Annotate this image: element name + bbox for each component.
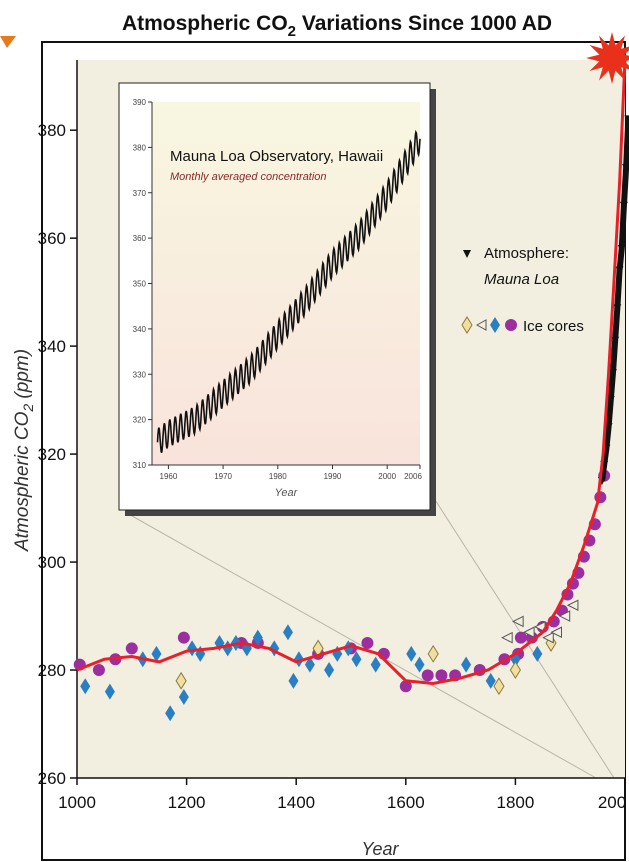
ice-core-blue-diamond-point [252, 629, 263, 646]
y-tick-label: 380 [38, 121, 66, 140]
legend-diamond-yellow [461, 316, 473, 334]
ice-core-triangle-point [558, 610, 571, 622]
ice-core-yellow-diamond-point [509, 661, 521, 679]
inset-y-tick-label: 370 [133, 189, 147, 198]
inset-y-tick-label: 380 [133, 143, 147, 152]
inset-co2-line [156, 129, 421, 453]
inset-x-tick-label: 1990 [324, 472, 342, 481]
smooth-fit-line [76, 59, 627, 686]
corner-arrow-icon [0, 36, 16, 48]
x-tick-label: 1400 [277, 793, 315, 812]
legend-atmosphere-label: Atmosphere: [484, 245, 569, 262]
y-tick-label: 320 [38, 445, 66, 464]
inset-chart: 310 320 330 340 350 360 370 380 390 1960 1970 1980 1… [118, 82, 436, 516]
ice-core-triangle-point [542, 631, 554, 644]
inset-subtitle: Monthly averaged concentration [170, 171, 327, 183]
y-axis-subscript: 2 [20, 404, 36, 413]
ice-core-yellow-diamond-point [493, 677, 505, 696]
inset-title: Mauna Loa Observatory, Hawaii [170, 148, 383, 165]
legend: Atmosphere: Mauna Loa Ice cores [461, 245, 584, 335]
inset-x-tick-label: 2000 [378, 472, 396, 481]
ice-core-blue-diamond-point [80, 678, 91, 695]
y-tick-label: 300 [38, 553, 66, 572]
main-axes [76, 60, 625, 779]
ice-core-blue-diamond-point [370, 656, 381, 673]
inset-x-tick-label: 1970 [214, 472, 232, 481]
inset-x-tick-label: 1980 [269, 472, 287, 481]
inset-x-tick-label: 1960 [160, 472, 178, 481]
x-tick-label: 1600 [387, 793, 425, 812]
title-subscript: 2 [288, 23, 296, 40]
y-tick-label: 340 [38, 337, 66, 356]
ice-core-yellow-diamond-point [175, 671, 187, 690]
ice-core-blue-diamond-point [288, 672, 299, 689]
legend-atmosphere-sublabel: Mauna Loa [484, 271, 559, 288]
ice-core-circle-point [421, 669, 434, 682]
ice-core-circle-point [435, 669, 448, 682]
ice-core-blue-diamond-point [324, 662, 335, 679]
x-tick-label: 200 [598, 793, 626, 812]
ice-core-blue-diamond-point [104, 683, 115, 700]
legend-atmosphere-marker [463, 250, 471, 258]
ice-core-circle-point [177, 631, 190, 644]
x-axis-label: Year [361, 839, 399, 859]
ice-core-triangle-point [550, 626, 562, 639]
ice-core-blue-diamond-point [282, 624, 293, 641]
ice-core-circle-point [399, 680, 412, 693]
starburst-icon [586, 32, 629, 84]
y-axis-label: Atmospheric CO2 (ppm) [12, 349, 36, 552]
zoom-line-left [124, 511, 597, 779]
ice-core-triangle-point [566, 599, 579, 612]
ice-core-circle-point [514, 631, 527, 644]
ice-core-blue-diamond-point [151, 645, 162, 662]
ice-core-triangle-point [512, 615, 524, 628]
chart-title: Atmospheric CO2 Variations Since 1000 AD [122, 12, 552, 40]
ice-core-blue-diamond-point [165, 705, 176, 722]
inset-y-tick-label: 350 [133, 280, 147, 289]
ice-core-triangle-point [501, 631, 513, 644]
main-ticks: 1000 1200 1400 1600 1800 200 260 280 300 320 340 36… [38, 121, 627, 812]
y-tick-label: 260 [38, 769, 66, 788]
x-tick-label: 1200 [168, 793, 206, 812]
ice-core-blue-diamond-point [485, 672, 496, 689]
x-tick-label: 1000 [58, 793, 96, 812]
y-tick-label: 280 [38, 661, 66, 680]
legend-circle-purple [505, 319, 517, 331]
inset-x-axis-label: Year [275, 487, 299, 499]
ice-core-circle-point [92, 664, 105, 677]
ice-core-blue-diamond-point [351, 651, 362, 668]
ice-core-blue-diamond-point [414, 656, 425, 673]
main-series [73, 115, 629, 722]
inset-y-tick-label: 360 [133, 234, 147, 243]
ice-core-yellow-diamond-point [427, 644, 439, 663]
inset-y-tick-label: 390 [133, 98, 147, 107]
inset-y-tick-label: 310 [133, 461, 147, 470]
ice-core-blue-diamond-point [304, 656, 315, 673]
inset-y-tick-label: 330 [133, 370, 147, 379]
legend-diamond-blue [490, 317, 500, 333]
ice-core-triangle-point [522, 626, 535, 639]
inset-y-tick-label: 340 [133, 325, 147, 334]
ice-core-circle-point [125, 642, 138, 655]
ice-core-blue-diamond-point [461, 656, 472, 673]
atmosphere-band [599, 119, 629, 482]
x-tick-label: 1800 [496, 793, 534, 812]
inset-x-tick-label: 2006 [404, 472, 422, 481]
legend-icecores-label: Ice cores [523, 318, 584, 335]
inset-ticks: 310 320 330 340 350 360 370 380 390 1960 1970 1980 1… [133, 98, 423, 481]
legend-triangle-left [475, 319, 487, 331]
ice-core-blue-diamond-point [532, 645, 543, 662]
ice-core-blue-diamond-point [187, 640, 198, 657]
ice-core-blue-diamond-point [406, 645, 417, 662]
y-tick-label: 360 [38, 229, 66, 248]
ice-core-blue-diamond-point [178, 689, 189, 706]
ice-core-circle-point [361, 637, 374, 650]
ice-core-circle-point [594, 491, 607, 504]
inset-y-tick-label: 320 [133, 416, 147, 425]
